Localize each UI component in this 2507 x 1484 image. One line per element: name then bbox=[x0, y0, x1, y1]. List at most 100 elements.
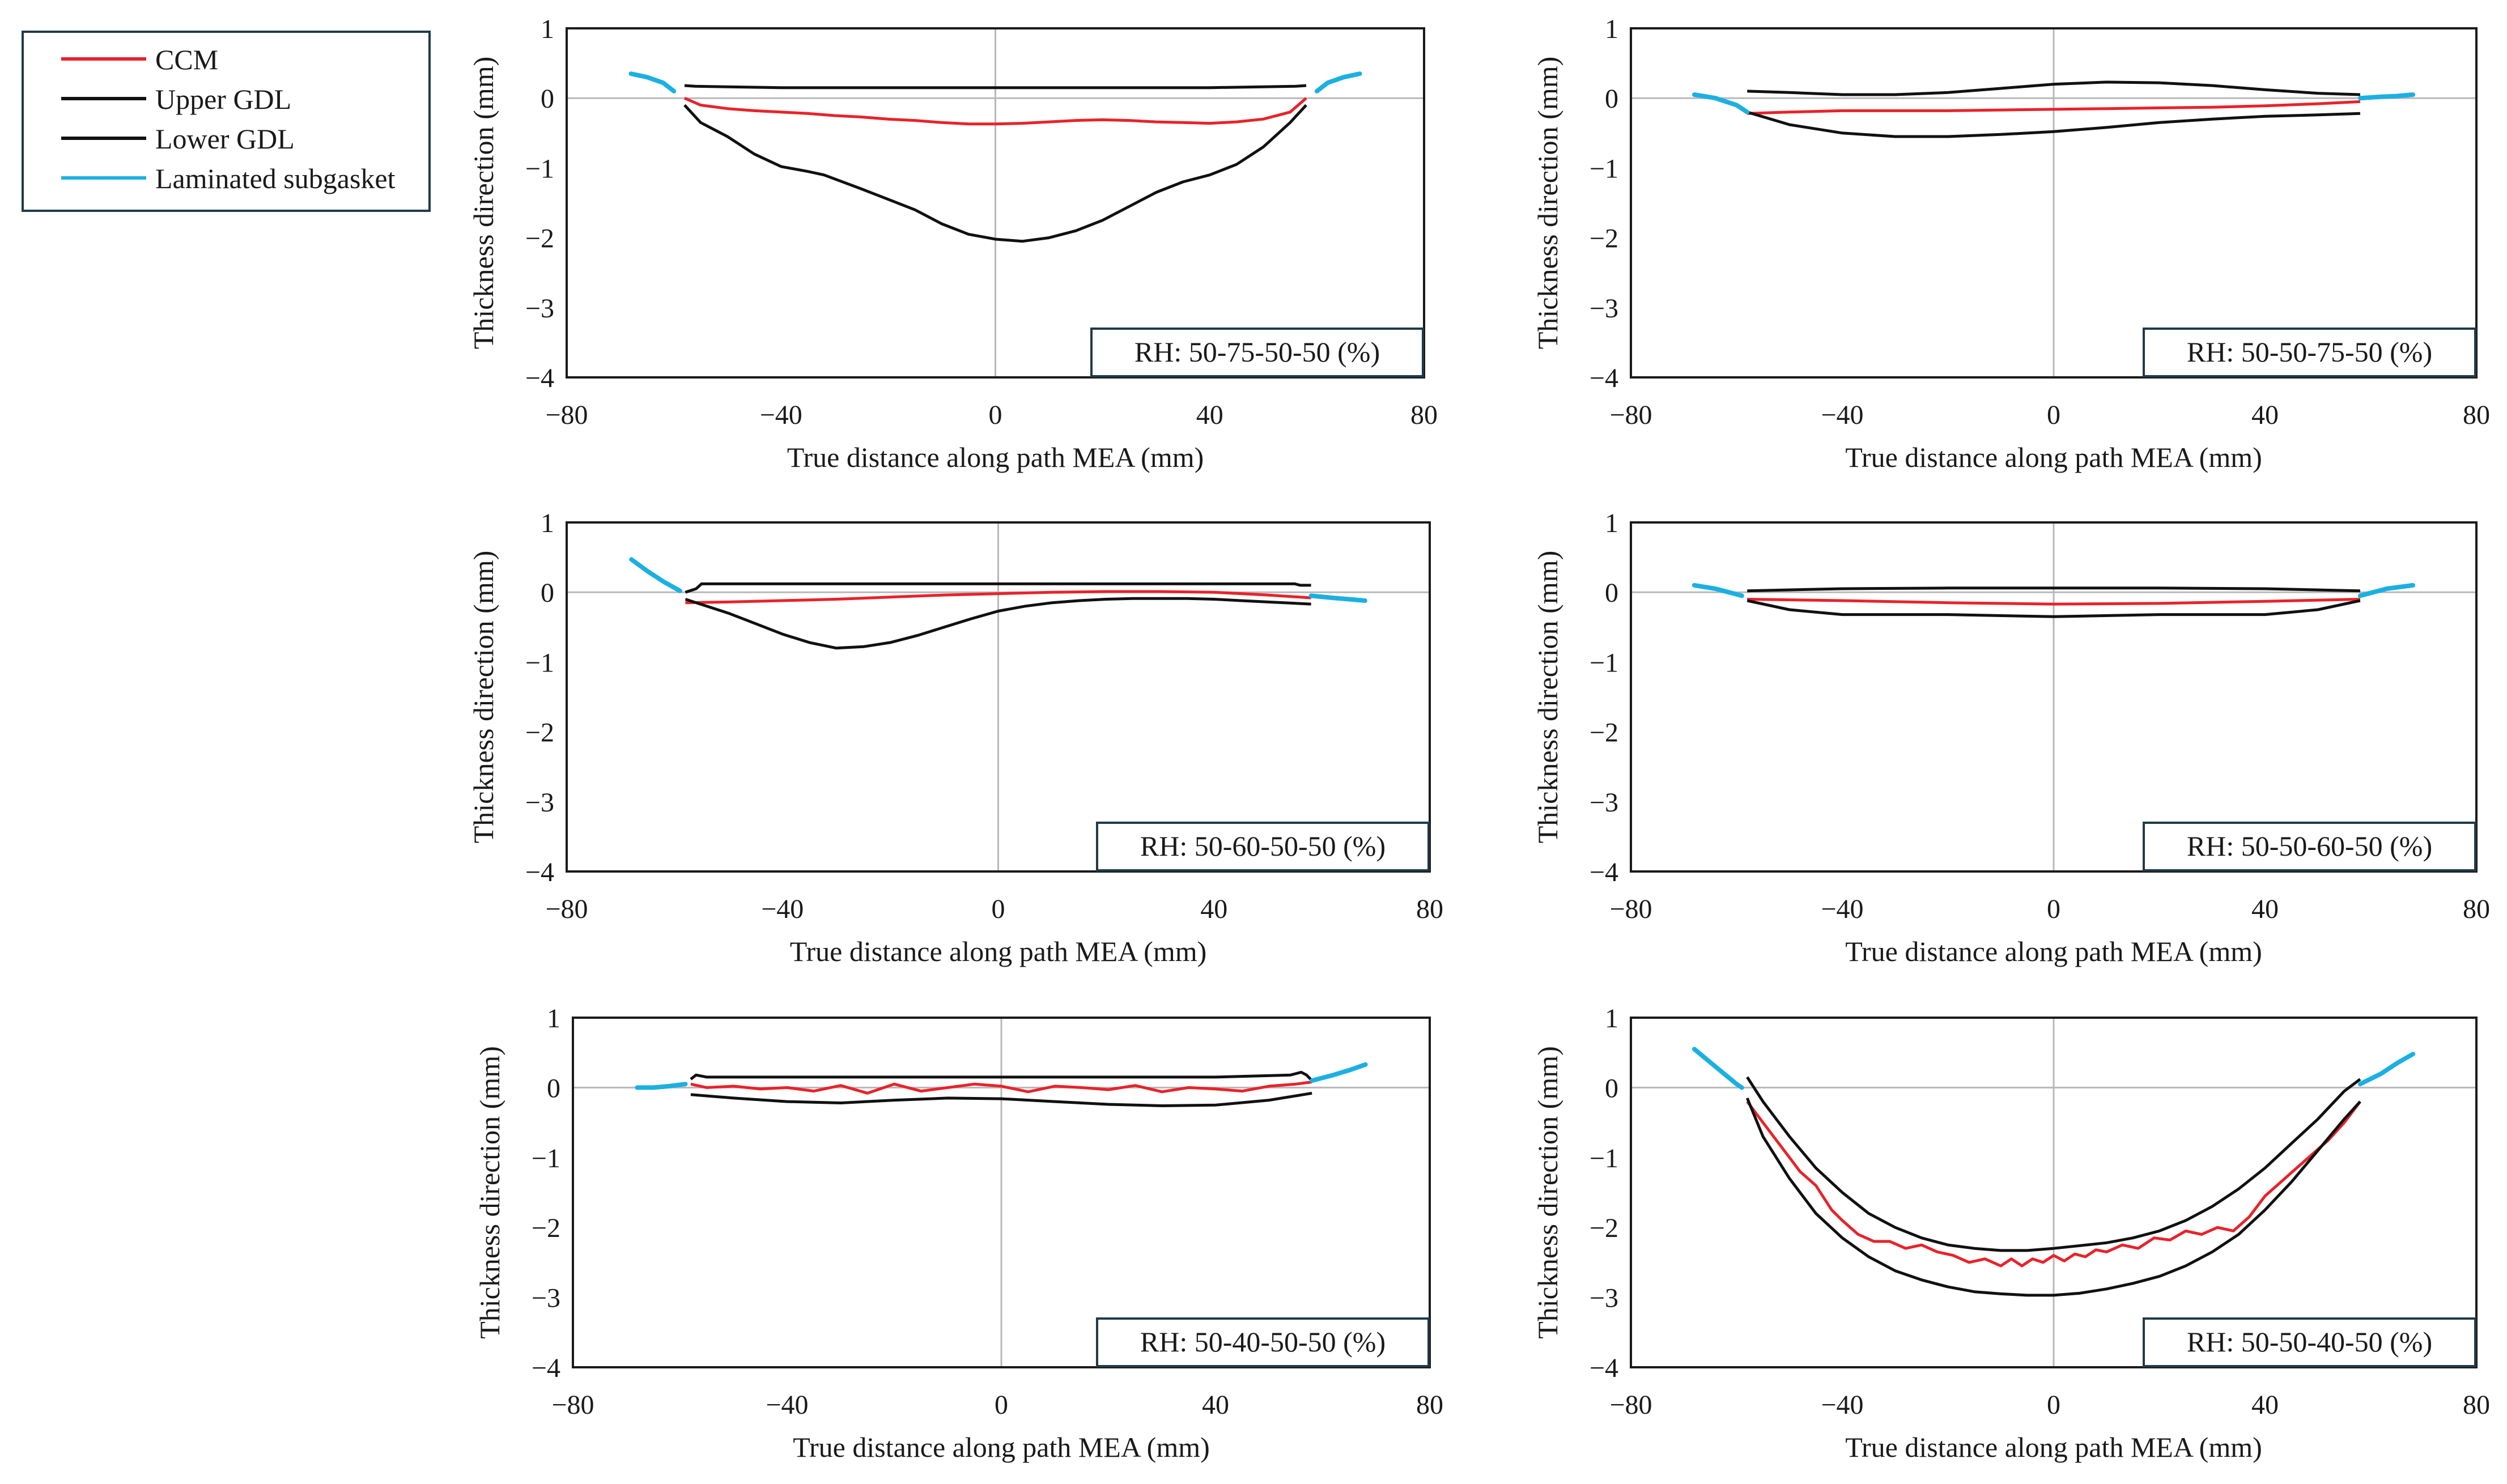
y-tick-label: 1 bbox=[547, 1003, 560, 1034]
y-tick-label: −4 bbox=[532, 1353, 560, 1383]
y-axis-label: Thickness direction (mm) bbox=[1532, 551, 1563, 844]
y-tick-label: −1 bbox=[525, 154, 554, 184]
rh-annotation-box bbox=[2143, 328, 2476, 377]
x-tick-label: −80 bbox=[545, 894, 588, 924]
y-tick-label: 0 bbox=[1605, 1073, 1618, 1103]
x-tick-label: −80 bbox=[545, 400, 588, 430]
series-line-lower-gdl bbox=[690, 1091, 1312, 1107]
rh-annotation-label: RH: 50-50-75-50 (%) bbox=[2187, 336, 2432, 368]
series-line-upper-gdl bbox=[684, 84, 1307, 90]
rh-annotation-box bbox=[1096, 822, 1430, 871]
rh-annotation-box bbox=[1096, 1317, 1430, 1367]
y-tick-label: 0 bbox=[547, 1073, 560, 1103]
series-line-upper-gdl bbox=[1747, 80, 2360, 96]
x-tick-label: −40 bbox=[766, 1390, 808, 1420]
y-tick-label: 0 bbox=[1605, 578, 1618, 608]
series-line-ccm bbox=[1747, 100, 2361, 115]
y-tick-label: −2 bbox=[532, 1213, 560, 1243]
y-tick-label: −3 bbox=[1590, 1283, 1618, 1313]
legend-swatch-laminated-subgasket bbox=[61, 176, 146, 180]
series-line-laminated-subgasket-left bbox=[628, 71, 677, 93]
rh-annotation-label: RH: 50-75-50-50 (%) bbox=[1134, 336, 1380, 368]
x-tick-label: −40 bbox=[1821, 1390, 1863, 1420]
x-axis-label: True distance along path MEA (mm) bbox=[1845, 441, 2262, 473]
x-tick-label: −40 bbox=[1821, 894, 1863, 924]
x-tick-label: −40 bbox=[760, 400, 802, 430]
x-axis-label: True distance along path MEA (mm) bbox=[1845, 1431, 2262, 1463]
legend-item-laminated-subgasket: Laminated subgasket bbox=[24, 158, 428, 197]
x-tick-label: −80 bbox=[1609, 1390, 1652, 1420]
legend-swatch-lower-gdl bbox=[61, 137, 146, 140]
series-line-laminated-subgasket-left bbox=[1692, 1047, 1744, 1090]
x-tick-label: 80 bbox=[1410, 400, 1438, 430]
series-line-laminated-subgasket-left bbox=[1692, 582, 1744, 598]
y-tick-label: −3 bbox=[532, 1283, 560, 1313]
series-line-laminated-subgasket-right bbox=[1308, 593, 1367, 603]
chart-panel-1: −4 −3 −2 −1 0 1 −80 −40 0 40 80 True distance along… bbox=[468, 14, 1438, 473]
series-line-lower-gdl bbox=[1747, 110, 2360, 138]
series-line-ccm bbox=[1747, 598, 2360, 606]
series-line-upper-gdl bbox=[1746, 1076, 2361, 1252]
y-tick-label: −3 bbox=[1590, 788, 1618, 818]
y-tick-label: −2 bbox=[1590, 224, 1618, 254]
series-line-upper-gdl bbox=[685, 582, 1311, 594]
x-axis-label: True distance along path MEA (mm) bbox=[793, 1431, 1210, 1463]
x-tick-label: 80 bbox=[1416, 894, 1443, 924]
y-tick-label: −1 bbox=[525, 648, 554, 678]
series-line-ccm bbox=[690, 1081, 1312, 1095]
plot-frame bbox=[572, 1017, 1431, 1368]
chart-panel-3: −4 −3 −2 −1 0 1 −80 −40 0 40 80 True distance along… bbox=[468, 508, 1443, 967]
rh-annotation-box bbox=[2143, 1317, 2476, 1367]
y-tick-label: 0 bbox=[1605, 84, 1618, 114]
legend-swatch-ccm bbox=[61, 57, 146, 61]
x-tick-label: 0 bbox=[2047, 1390, 2060, 1420]
plot-frame bbox=[566, 27, 1425, 379]
legend: CCM Upper GDL Lower GDL Laminated subgas… bbox=[22, 31, 431, 212]
x-tick-label: 40 bbox=[2251, 400, 2279, 430]
legend-swatch-upper-gdl bbox=[61, 97, 146, 100]
series-line-laminated-subgasket-left bbox=[635, 1082, 688, 1090]
rh-annotation-box bbox=[1090, 328, 1424, 377]
x-tick-label: 80 bbox=[2463, 1390, 2490, 1420]
y-tick-label: −2 bbox=[525, 718, 554, 748]
x-tick-label: 0 bbox=[2047, 894, 2060, 924]
x-axis-label: True distance along path MEA (mm) bbox=[787, 441, 1204, 473]
x-tick-label: 40 bbox=[2251, 894, 2279, 924]
x-tick-label: −40 bbox=[761, 894, 804, 924]
y-axis-label: Thickness direction (mm) bbox=[468, 57, 499, 350]
y-axis-label: Thickness direction (mm) bbox=[1532, 57, 1563, 350]
series-line-laminated-subgasket-right bbox=[1314, 71, 1362, 93]
chart-panel-6: −4 −3 −2 −1 0 1 −80 −40 0 40 80 True distance along… bbox=[1532, 1003, 2490, 1463]
y-tick-label: −2 bbox=[1590, 1213, 1618, 1243]
series-line-upper-gdl bbox=[690, 1070, 1313, 1082]
y-tick-label: −3 bbox=[525, 294, 554, 324]
y-tick-label: −4 bbox=[525, 857, 554, 887]
y-tick-label: −4 bbox=[1590, 1353, 1618, 1383]
series-line-laminated-subgasket-left bbox=[1692, 92, 1750, 114]
y-tick-label: 1 bbox=[1605, 14, 1618, 44]
x-tick-label: 40 bbox=[2251, 1390, 2279, 1420]
legend-label-laminated-subgasket: Laminated subgasket bbox=[155, 163, 396, 194]
y-tick-label: 1 bbox=[541, 14, 554, 44]
y-tick-label: −1 bbox=[1590, 648, 1618, 678]
legend-item-lower-gdl: Lower GDL bbox=[24, 118, 428, 158]
chart-panel-2: −4 −3 −2 −1 0 1 −80 −40 0 40 80 True distance along… bbox=[1532, 14, 2490, 473]
y-tick-label: −2 bbox=[525, 224, 554, 254]
legend-item-upper-gdl: Upper GDL bbox=[24, 78, 428, 118]
chart-panel-5: −4 −3 −2 −1 0 1 −80 −40 0 40 80 True distance along… bbox=[474, 1003, 1443, 1463]
series-line-lower-gdl bbox=[1745, 1097, 2361, 1297]
series-line-laminated-subgasket-right bbox=[2357, 582, 2416, 598]
legend-label-ccm: CCM bbox=[155, 44, 219, 75]
series-line-lower-gdl bbox=[683, 104, 1307, 243]
legend-item-ccm: CCM bbox=[24, 39, 428, 78]
series-line-laminated-subgasket-left bbox=[629, 557, 682, 593]
y-tick-label: 1 bbox=[1605, 508, 1618, 538]
series-line-lower-gdl bbox=[685, 597, 1311, 650]
y-tick-label: −4 bbox=[1590, 363, 1618, 393]
x-tick-label: −80 bbox=[1609, 400, 1652, 430]
series-line-ccm bbox=[685, 590, 1311, 605]
series-line-lower-gdl bbox=[1747, 599, 2361, 618]
series-line-laminated-subgasket-right bbox=[2357, 1052, 2416, 1087]
chart-panel-4: −4 −3 −2 −1 0 1 −80 −40 0 40 80 True distance along… bbox=[1532, 508, 2490, 967]
